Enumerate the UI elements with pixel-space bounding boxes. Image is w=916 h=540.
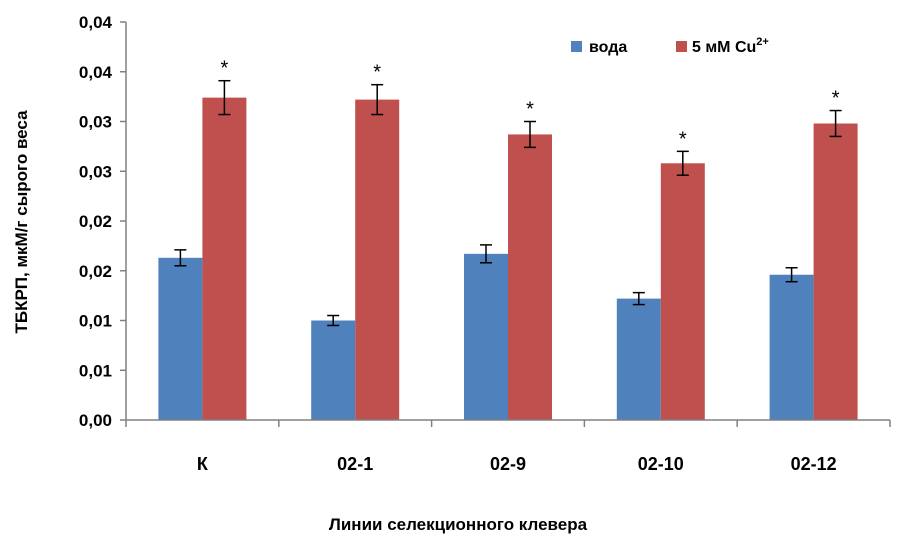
bar xyxy=(355,99,400,421)
category-label: 02-12 xyxy=(791,454,837,474)
bar xyxy=(202,97,247,421)
legend-label-cu: 5 мМ Cu2+ xyxy=(692,36,769,56)
significance-star: * xyxy=(526,99,534,121)
category-label: 02-9 xyxy=(490,454,526,474)
bar xyxy=(813,123,858,421)
legend-swatch-cu xyxy=(676,41,687,52)
x-axis-ticks xyxy=(125,420,891,427)
bar xyxy=(311,320,356,420)
y-axis-title: ТБКРП, мкМ/г сырого веса xyxy=(12,110,31,334)
bar xyxy=(464,253,508,420)
legend: вода 5 мМ Cu2+ xyxy=(571,36,769,56)
bars xyxy=(158,97,858,421)
legend-swatch-water xyxy=(571,41,582,52)
y-tick-label: 0,03 xyxy=(79,162,112,181)
bar xyxy=(158,257,203,420)
error-bars xyxy=(174,79,842,327)
y-tick-label: 0,02 xyxy=(79,212,112,231)
y-axis-ticks: 0,00 0,01 0,01 0,02 0,02 0,03 0,03 0,04 0,04 xyxy=(79,13,126,430)
significance-star: * xyxy=(832,88,840,110)
y-tick-label: 0,03 xyxy=(79,113,112,132)
bar xyxy=(769,274,814,420)
x-axis-title: Линии селекционного клевера xyxy=(329,515,588,534)
y-tick-label: 0,01 xyxy=(79,312,112,331)
y-tick-label: 0,04 xyxy=(79,13,113,32)
y-tick-label: 0,02 xyxy=(79,262,112,281)
y-tick-label: 0,04 xyxy=(79,63,113,82)
bar xyxy=(616,298,661,420)
bar xyxy=(660,163,705,421)
y-tick-label: 0,00 xyxy=(79,411,112,430)
significance-markers: * * * * * xyxy=(221,58,840,151)
category-label: К xyxy=(197,454,209,474)
significance-star: * xyxy=(373,62,381,84)
y-tick-label: 0,01 xyxy=(79,361,112,380)
bar xyxy=(508,134,552,420)
category-labels: К 02-1 02-9 02-10 02-12 xyxy=(197,454,837,474)
legend-label-water: вода xyxy=(589,39,627,56)
category-label: 02-10 xyxy=(638,454,684,474)
category-label: 02-1 xyxy=(337,454,373,474)
significance-star: * xyxy=(221,58,229,80)
significance-star: * xyxy=(679,128,687,150)
